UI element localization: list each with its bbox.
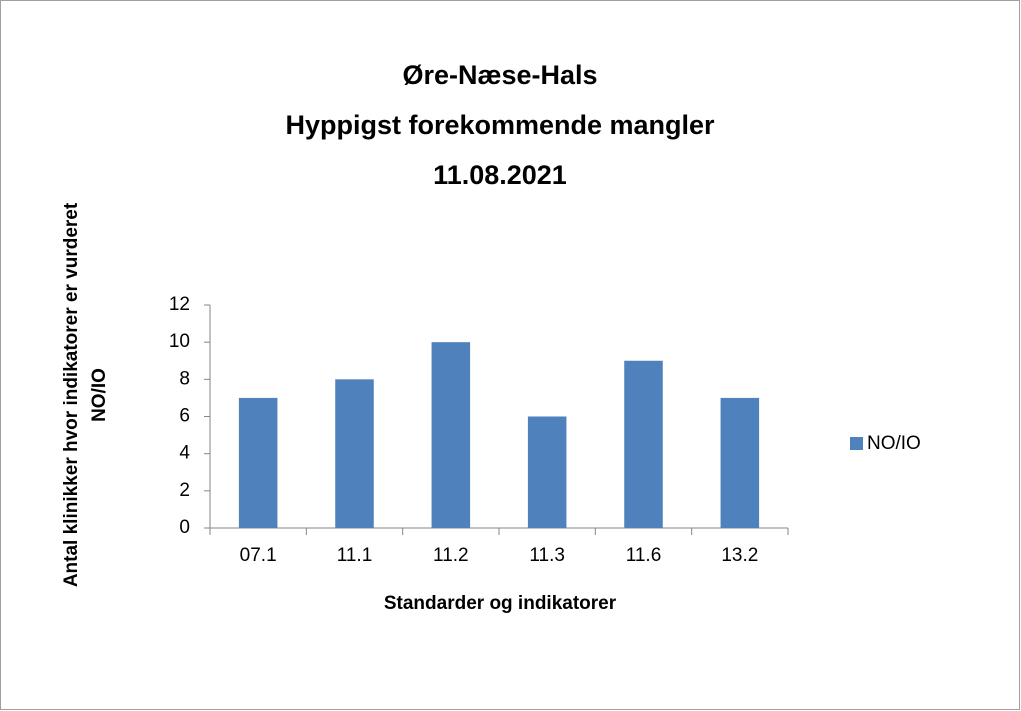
x-tick-label: 07.1: [240, 545, 277, 566]
bar: [238, 397, 278, 528]
x-tick-label: 11.3: [529, 545, 565, 566]
chart-title: 11.08.2021: [433, 160, 567, 190]
bar: [431, 342, 471, 528]
x-tick-label: 11.2: [433, 545, 469, 566]
y-tick-label: 0: [179, 517, 190, 538]
x-tick-label: 13.2: [721, 545, 758, 566]
y-tick-label: 4: [179, 443, 190, 464]
bar: [335, 379, 374, 528]
y-tick-label: 8: [179, 368, 190, 389]
x-axis-label: Standarder og indikatorer: [384, 593, 617, 614]
y-tick-label: 10: [169, 331, 190, 352]
y-axis-label: Antal klinikker hvor indikatorer er vurd…: [61, 202, 82, 587]
bar: [527, 416, 567, 528]
bar: [624, 360, 663, 528]
bar: [720, 397, 760, 528]
legend-label: NO/IO: [867, 433, 921, 454]
y-tick-label: 12: [169, 294, 190, 315]
x-tick-label: 11.1: [337, 545, 373, 566]
y-tick-label: 2: [179, 480, 190, 501]
y-axis-label: NO/IO: [89, 368, 110, 422]
y-tick-label: 6: [179, 406, 190, 427]
chart-title: Hyppigst forekommende mangler: [285, 110, 715, 140]
chart-title: Øre-Næse-Hals: [402, 60, 597, 90]
legend-swatch: [850, 437, 863, 450]
x-tick-label: 11.6: [626, 545, 662, 566]
